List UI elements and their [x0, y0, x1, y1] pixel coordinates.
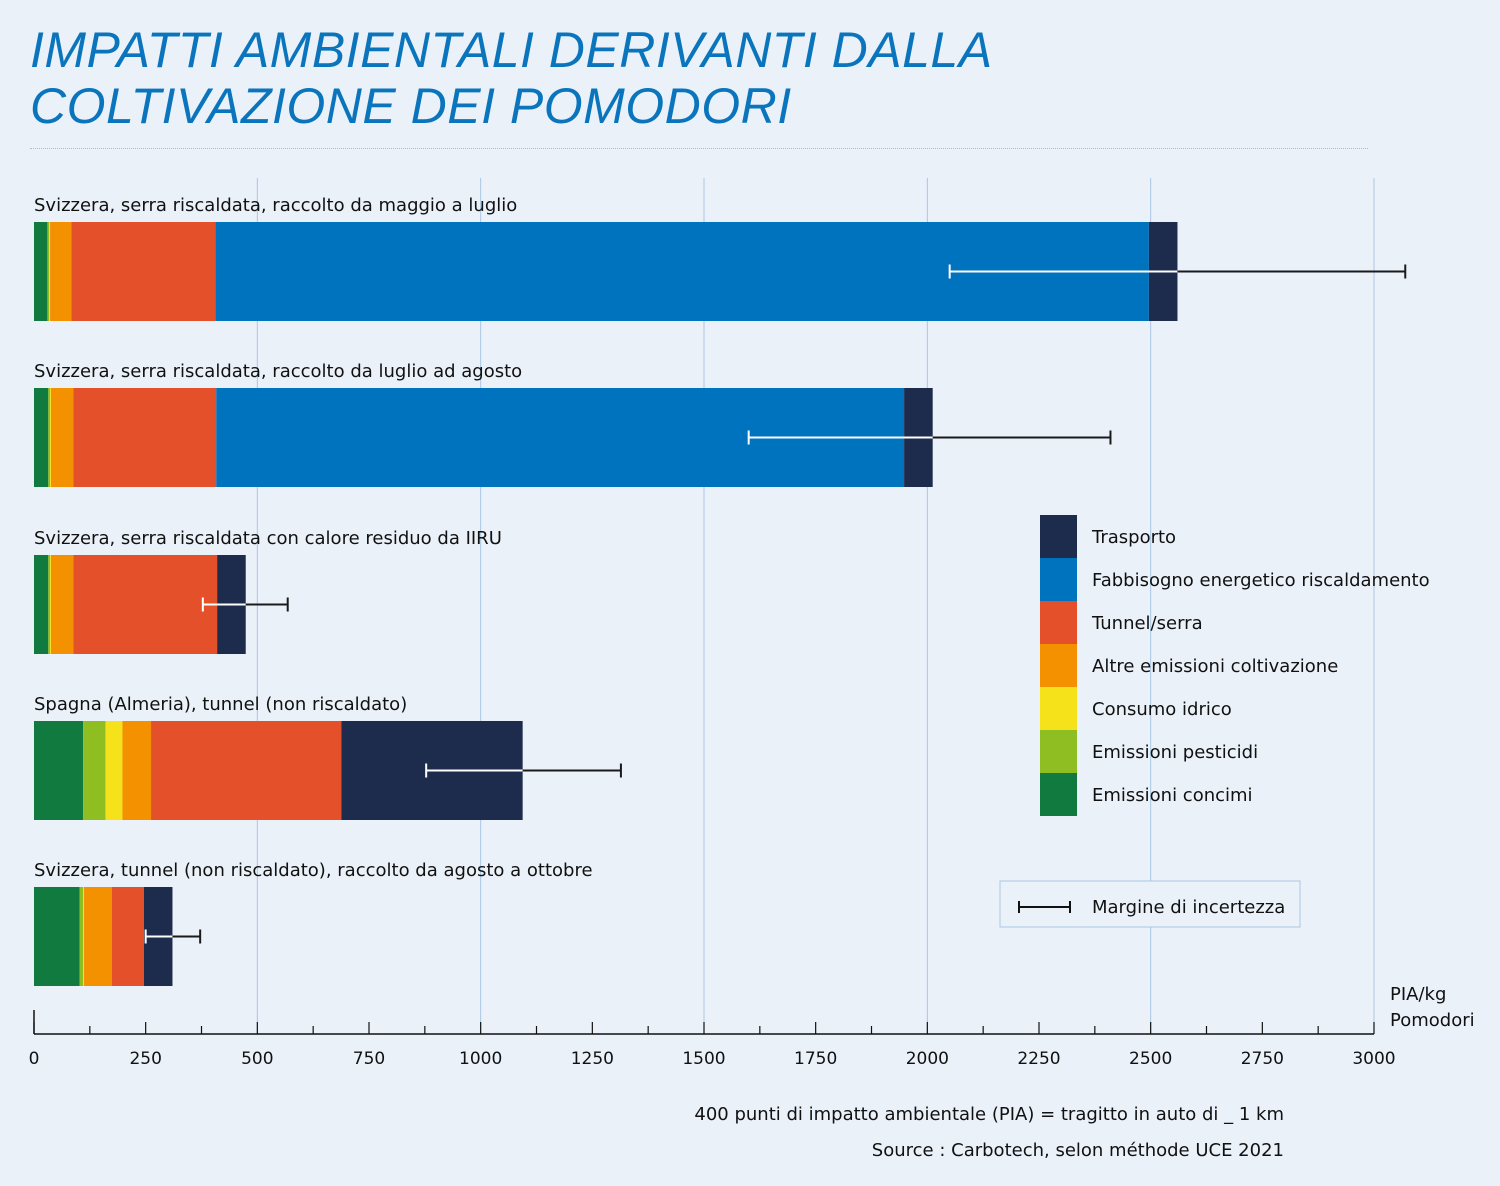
- chart-title: IMPATTI AMBIENTALI DERIVANTI DALLA COLTI…: [30, 22, 1230, 134]
- source-note: Source : Carbotech, selon méthode UCE 20…: [871, 1140, 1284, 1161]
- error-legend-box: [999, 880, 1301, 928]
- bar-segment: [34, 887, 80, 986]
- bar-segment: [50, 388, 51, 487]
- legend-label: Fabbisogno energetico riscaldamento: [1092, 570, 1430, 591]
- bar-segment: [34, 721, 84, 820]
- x-tick-label: 500: [241, 1049, 273, 1069]
- bar-segment: [48, 388, 51, 487]
- legend-label: Emissioni concimi: [1092, 785, 1253, 806]
- bar-segment: [111, 887, 144, 986]
- x-tick-label: 1000: [459, 1049, 502, 1069]
- legend-swatch: [1040, 773, 1077, 816]
- bar-segment: [73, 388, 217, 487]
- bar-segment: [34, 222, 48, 321]
- bar-segment: [73, 555, 218, 654]
- category-label: Svizzera, serra riscaldata, raccolto da …: [34, 195, 517, 216]
- x-tick-label: 0: [29, 1049, 40, 1069]
- bar-segment: [34, 555, 49, 654]
- bar-segment: [49, 222, 51, 321]
- legend-label: Consumo idrico: [1092, 699, 1232, 720]
- legend-swatch: [1040, 558, 1077, 601]
- legend-label: Trasporto: [1091, 527, 1176, 548]
- x-tick-label: 2500: [1129, 1049, 1172, 1069]
- category-label: Svizzera, serra riscaldata con calore re…: [34, 528, 502, 549]
- category-label: Svizzera, tunnel (non riscaldato), racco…: [34, 860, 593, 881]
- x-tick-label: 2750: [1241, 1049, 1284, 1069]
- legend-swatch: [1040, 601, 1077, 644]
- legend-label: Altre emissioni coltivazione: [1092, 656, 1338, 677]
- title-separator: [30, 148, 1368, 149]
- bar-segment: [83, 887, 85, 986]
- x-tick-label: 1500: [682, 1049, 725, 1069]
- x-axis-unit-line-1: PIA/kg: [1390, 984, 1446, 1005]
- bar-segment: [151, 721, 342, 820]
- legend-label: Tunnel/serra: [1091, 613, 1203, 634]
- x-tick-label: 750: [353, 1049, 385, 1069]
- x-tick-label: 1250: [571, 1049, 614, 1069]
- legend-swatch: [1040, 644, 1077, 687]
- bar-segment: [48, 555, 51, 654]
- legend-label: Emissioni pesticidi: [1092, 742, 1258, 763]
- bar-segment: [71, 222, 216, 321]
- x-tick-label: 250: [129, 1049, 161, 1069]
- x-tick-label: 1750: [794, 1049, 837, 1069]
- bar-segment: [50, 555, 51, 654]
- chart-title-line-2: COLTIVAZIONE DEI POMODORI: [30, 78, 792, 134]
- category-label: Spagna (Almeria), tunnel (non riscaldato…: [34, 694, 407, 715]
- legend-swatch: [1040, 515, 1077, 558]
- x-tick-label: 3000: [1352, 1049, 1395, 1069]
- bar-segment: [50, 388, 74, 487]
- chart-title-line-1: IMPATTI AMBIENTALI DERIVANTI DALLA: [30, 22, 993, 78]
- bar-segment: [34, 388, 49, 487]
- x-tick-label: 2000: [906, 1049, 949, 1069]
- legend-swatch: [1040, 730, 1077, 773]
- x-axis-unit-line-2: Pomodori: [1390, 1010, 1475, 1031]
- bar-segment: [105, 721, 123, 820]
- footnote: 400 punti di impatto ambientale (PIA) = …: [694, 1104, 1284, 1125]
- bar-segment: [84, 887, 112, 986]
- bar-segment: [79, 887, 84, 986]
- bar-segment: [47, 222, 50, 321]
- error-legend-label: Margine di incertezza: [1092, 897, 1285, 918]
- bar-segment: [50, 222, 72, 321]
- legend-swatch: [1040, 687, 1077, 730]
- category-label: Svizzera, serra riscaldata, raccolto da …: [34, 361, 522, 382]
- bar-segment: [122, 721, 152, 820]
- bar-segment: [83, 721, 106, 820]
- x-tick-label: 2250: [1017, 1049, 1060, 1069]
- bar-segment: [50, 555, 74, 654]
